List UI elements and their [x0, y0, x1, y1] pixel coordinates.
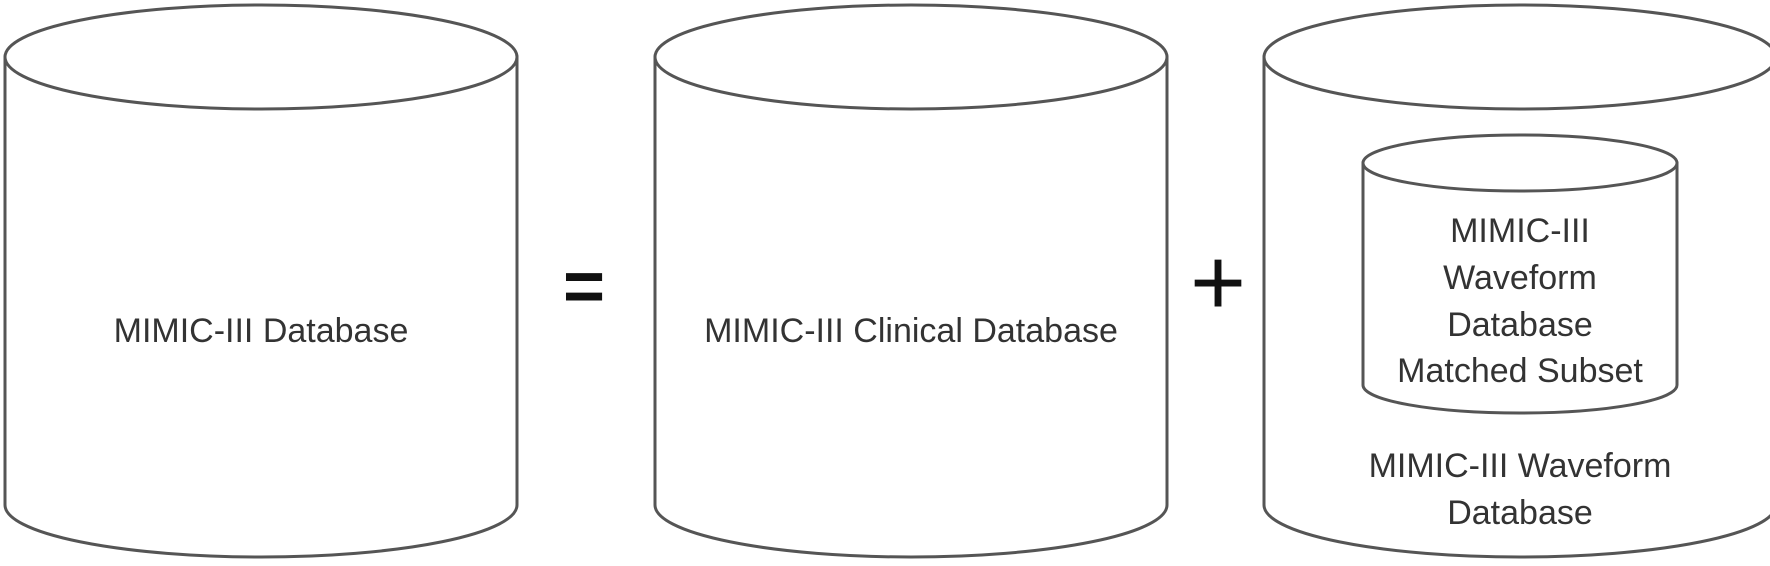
- clinical-database-cylinder: MIMIC-III Clinical Database: [653, 3, 1169, 559]
- clinical-database-cylinder-top: [653, 3, 1169, 111]
- waveform-database-cylinder-top: [1262, 3, 1770, 111]
- clinical-database-label: MIMIC-III Clinical Database: [704, 312, 1118, 350]
- mimic-database-label: MIMIC-III Database: [114, 312, 409, 350]
- waveform-database-label-line-2: Database: [1447, 494, 1593, 532]
- matched-subset-label-line-3: Database: [1447, 306, 1593, 344]
- matched-subset-label-line-2: Waveform: [1443, 259, 1597, 297]
- clinical-database-cylinder-body: [653, 55, 1169, 559]
- matched-subset-cylinder: MIMIC-III Waveform Database Matched Subs…: [1361, 133, 1679, 415]
- mimic-database-cylinder-body: [3, 55, 519, 559]
- plus-operator: +: [1190, 229, 1246, 336]
- matched-subset-cylinder-top: [1361, 133, 1679, 193]
- equals-operator: =: [563, 247, 605, 327]
- matched-subset-label-line-1: MIMIC-III: [1450, 212, 1590, 250]
- waveform-database-label-line-1: MIMIC-III Waveform: [1369, 447, 1672, 485]
- waveform-database-cylinder: MIMIC-III Waveform Database Matched Subs…: [1262, 3, 1770, 559]
- mimic-database-cylinder-top: [3, 3, 519, 111]
- mimic-database-cylinder: MIMIC-III Database: [3, 3, 519, 559]
- matched-subset-cylinder-body: [1361, 161, 1679, 415]
- matched-subset-label-line-4: Matched Subset: [1397, 352, 1643, 390]
